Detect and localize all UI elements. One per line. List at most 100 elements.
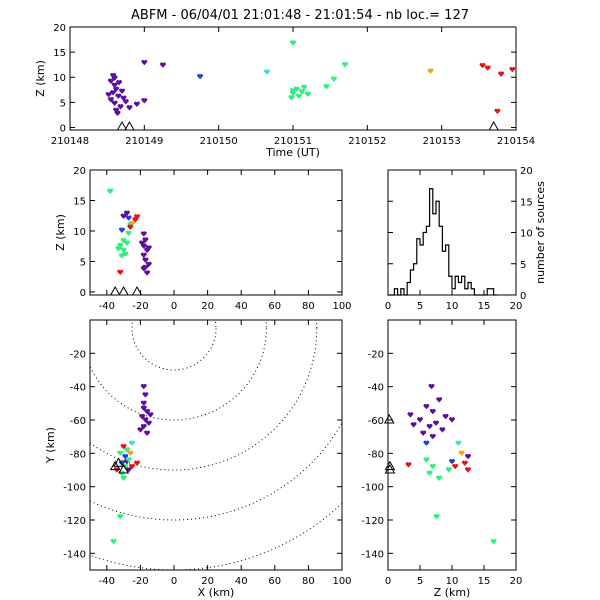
data-point xyxy=(142,237,149,243)
data-point xyxy=(461,460,468,466)
z-y-frame xyxy=(387,319,517,571)
x-tick-label: 80 xyxy=(302,576,315,587)
data-point xyxy=(129,440,135,446)
data-point xyxy=(120,475,127,481)
x-tick-label: 210152 xyxy=(348,136,386,147)
y-tick-label: 20 xyxy=(53,23,66,34)
y-tick-label: 15 xyxy=(520,197,533,208)
data-point xyxy=(142,392,149,398)
data-point xyxy=(299,89,305,95)
data-point xyxy=(323,84,330,90)
data-point xyxy=(119,253,125,259)
data-point xyxy=(140,405,147,411)
data-point xyxy=(405,462,412,468)
y-tick-label: 20 xyxy=(520,166,533,177)
data-point xyxy=(134,460,140,466)
y-tick-label: 5 xyxy=(520,260,526,271)
y-tick-label: 15 xyxy=(53,48,66,59)
data-point xyxy=(141,59,148,66)
x-tick-label: 210154 xyxy=(497,136,535,147)
data-point xyxy=(129,220,135,227)
data-point xyxy=(140,400,147,406)
x-tick-label: 0 xyxy=(385,576,391,587)
y-axis-label: Y (km) xyxy=(44,427,57,464)
data-point xyxy=(145,261,152,268)
y-tick-label: -120 xyxy=(361,516,384,527)
x-tick-label: 210148 xyxy=(51,136,89,147)
data-point xyxy=(427,68,434,74)
data-point xyxy=(410,422,417,428)
data-point xyxy=(142,417,149,423)
data-point xyxy=(429,433,436,440)
data-point xyxy=(140,383,147,390)
data-point xyxy=(132,217,139,223)
x-tick-label: 0 xyxy=(385,301,391,312)
x-height-panel: -40 -20 0 20 40 60 80 100 0 5 10 15 20 Z (km) xyxy=(54,166,352,312)
y-tick-label: -20 xyxy=(368,349,384,360)
x-tick-label: -20 xyxy=(132,301,148,312)
data-point xyxy=(426,470,433,476)
range-ring xyxy=(90,320,267,421)
data-point xyxy=(120,237,127,244)
x-tick-label: 210150 xyxy=(200,136,238,147)
x-tick-label: 0 xyxy=(171,576,177,587)
y-tick-label: 10 xyxy=(520,229,533,240)
data-point xyxy=(429,408,436,415)
station-marker xyxy=(383,413,395,424)
data-point xyxy=(122,251,129,257)
data-point xyxy=(452,463,459,470)
x-tick-label: 210151 xyxy=(274,136,312,147)
data-point xyxy=(465,467,471,473)
data-point xyxy=(114,110,121,117)
x-axis-label: Time (UT) xyxy=(265,146,320,159)
data-point xyxy=(293,86,300,92)
data-point xyxy=(140,231,147,237)
x-tick-label: 15 xyxy=(478,576,491,587)
data-point xyxy=(423,457,430,463)
y-tick-label: -80 xyxy=(70,449,86,460)
time-height-panel: 210148 210149 210150 210151 210152 210153 2101… xyxy=(34,23,535,159)
data-point xyxy=(290,88,296,94)
data-point xyxy=(428,383,435,390)
data-point xyxy=(107,97,114,103)
data-point xyxy=(439,427,446,433)
data-point xyxy=(125,467,132,473)
data-point xyxy=(129,463,135,470)
x-tick-label: -40 xyxy=(99,301,115,312)
y-axis-label: number of sources xyxy=(534,181,547,284)
station-marker xyxy=(113,457,124,467)
y-tick-label: 20 xyxy=(73,166,86,177)
x-tick-label: 5 xyxy=(417,576,423,587)
y-tick-label: -120 xyxy=(63,516,86,527)
y-tick-label: -60 xyxy=(70,416,86,427)
data-point xyxy=(120,443,127,450)
x-tick-label: 0 xyxy=(171,301,177,312)
y-tick-label: -40 xyxy=(70,383,86,394)
range-rings xyxy=(90,320,342,570)
data-point xyxy=(484,65,491,71)
y-tick-label: -80 xyxy=(368,449,384,460)
data-point xyxy=(509,66,516,73)
data-point xyxy=(436,475,443,481)
data-point xyxy=(455,440,462,446)
data-point xyxy=(134,214,140,220)
data-point xyxy=(124,447,130,453)
data-point xyxy=(144,430,151,436)
x-tick-label: 20 xyxy=(201,301,214,312)
z-y-panel: 0 5 10 15 20 -20 -40 -60 -80 -100 -120 -140 Z (km) xyxy=(361,319,522,599)
station-marker xyxy=(109,460,121,471)
x-tick-label: 210149 xyxy=(125,136,163,147)
data-point xyxy=(494,108,501,115)
range-ring xyxy=(90,502,342,570)
data-point xyxy=(125,457,132,463)
data-point xyxy=(120,247,127,254)
data-point xyxy=(449,458,455,465)
data-point xyxy=(115,245,122,252)
y-tick-label: 0 xyxy=(60,123,66,134)
station-marker xyxy=(118,463,129,474)
data-point xyxy=(296,93,302,99)
x-tick-label: 100 xyxy=(332,301,351,312)
data-point xyxy=(127,450,134,456)
x-tick-label: 20 xyxy=(510,301,523,312)
station-marker xyxy=(118,285,129,296)
